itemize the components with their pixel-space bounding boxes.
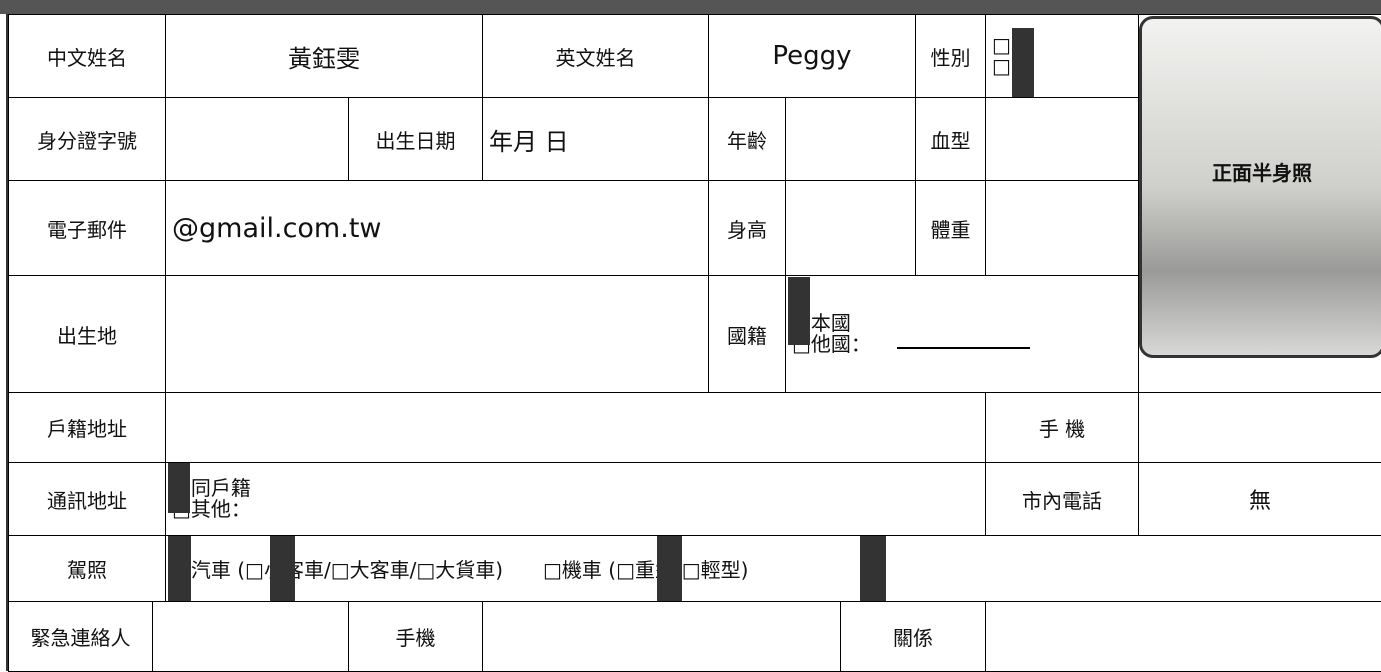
cell: 戶籍地址 — [8, 392, 166, 463]
cell-text: 電子郵件 — [47, 217, 127, 242]
cell-text: 年齡 — [727, 128, 767, 153]
redaction — [788, 277, 810, 345]
cell-text: □機車 (□重型/□輕型) — [543, 558, 749, 582]
cell: 年月 日 — [482, 97, 709, 181]
cell — [152, 601, 349, 672]
cell-text: 身分證字號 — [37, 128, 137, 153]
redaction — [270, 536, 295, 601]
cell-text: 緊急連絡人 — [30, 626, 131, 650]
cell-text: 國籍 — [727, 323, 767, 348]
cell: 手機 — [348, 601, 483, 672]
cell: □男□女 — [985, 14, 1139, 98]
cell: 英文姓名 — [482, 14, 709, 98]
cell-text: 黃鈺雯 — [288, 44, 360, 73]
cell: 身分證字號 — [8, 97, 166, 181]
cell — [985, 97, 1139, 181]
cell-text: 手 機 — [1038, 417, 1086, 441]
photo-label: 正面半身照 — [1212, 161, 1312, 185]
cell — [165, 275, 709, 393]
cell-text: 關係 — [893, 626, 933, 650]
cell: 出生地 — [8, 275, 166, 393]
cell: 性別 — [915, 14, 986, 98]
cell: @gmail.com.tw — [165, 180, 709, 276]
cell: 年齡 — [708, 97, 786, 181]
cell: 電子郵件 — [8, 180, 166, 276]
cell-text: 中文姓名 — [47, 45, 127, 70]
redaction — [168, 463, 190, 513]
cell-text: 英文姓名 — [555, 45, 636, 70]
cell-text: Peggy — [772, 41, 852, 71]
cell-text: 出生地 — [57, 323, 117, 348]
cell-text: 市內電話 — [1022, 488, 1102, 513]
cell: 關係 — [840, 601, 986, 672]
photo: 正面半身照 — [1139, 16, 1381, 358]
cell — [785, 97, 916, 181]
cell: 出生日期 — [348, 97, 483, 181]
cell-text: 手機 — [395, 626, 436, 650]
redaction — [1012, 28, 1034, 97]
cell — [165, 392, 986, 463]
cell-text: 駕照 — [67, 558, 107, 582]
cell — [1138, 392, 1381, 463]
cell: 身高 — [708, 180, 786, 276]
redaction — [168, 536, 191, 601]
cell: 通訊地址 — [8, 462, 166, 536]
cell: 市內電話 — [985, 462, 1139, 536]
cell: Peggy — [708, 14, 916, 98]
left-border — [6, 14, 9, 671]
cell: □本國 □他國： — [785, 275, 1139, 393]
cell-text: □其他： — [172, 497, 251, 521]
cell — [785, 180, 916, 276]
cell: 黃鈺雯 — [165, 14, 483, 98]
cell: □汽車 (□小客車/□大客車/□大貨車) □機車 (□重型/□輕型) — [165, 535, 1381, 602]
cell-text: 身高 — [727, 217, 767, 242]
cell-lines: □同戶籍 □其他： — [172, 478, 251, 520]
cell-text: □他國： — [792, 332, 871, 356]
cell-text: 無 — [1248, 489, 1271, 514]
redaction — [860, 536, 886, 601]
underline — [897, 347, 1030, 349]
cell: 中文姓名 — [8, 14, 166, 98]
cell: 體重 — [915, 180, 986, 276]
cell-text: 戶籍地址 — [47, 417, 127, 441]
cell: 無 — [1138, 462, 1381, 536]
cell — [985, 601, 1381, 672]
cell-text: 年月 日 — [489, 127, 569, 156]
cell-text: □汽車 (□小客車/□大客車/□大貨車) — [172, 558, 504, 582]
cell: 手 機 — [985, 392, 1139, 463]
cell-text: 性別 — [930, 45, 971, 70]
cell-text: @gmail.com.tw — [172, 212, 382, 244]
cell-lines: □汽車 (□小客車/□大客車/□大貨車) □機車 (□重型/□輕型) — [172, 554, 748, 583]
cell — [482, 601, 841, 672]
redaction — [657, 536, 682, 601]
cell — [985, 180, 1139, 276]
cell-text: 血型 — [930, 128, 971, 153]
cell: 緊急連絡人 — [8, 601, 153, 672]
cell-text: 出生日期 — [375, 128, 456, 153]
top-bar — [0, 0, 1381, 14]
cell: 血型 — [915, 97, 986, 181]
cell: 國籍 — [708, 275, 786, 393]
cell-text: □同戶籍 — [172, 476, 251, 500]
cell: 駕照 — [8, 535, 166, 602]
cell — [165, 97, 349, 181]
cell: □同戶籍 □其他： — [165, 462, 986, 536]
cell-text: 通訊地址 — [47, 488, 127, 513]
cell-text: 體重 — [930, 217, 971, 242]
